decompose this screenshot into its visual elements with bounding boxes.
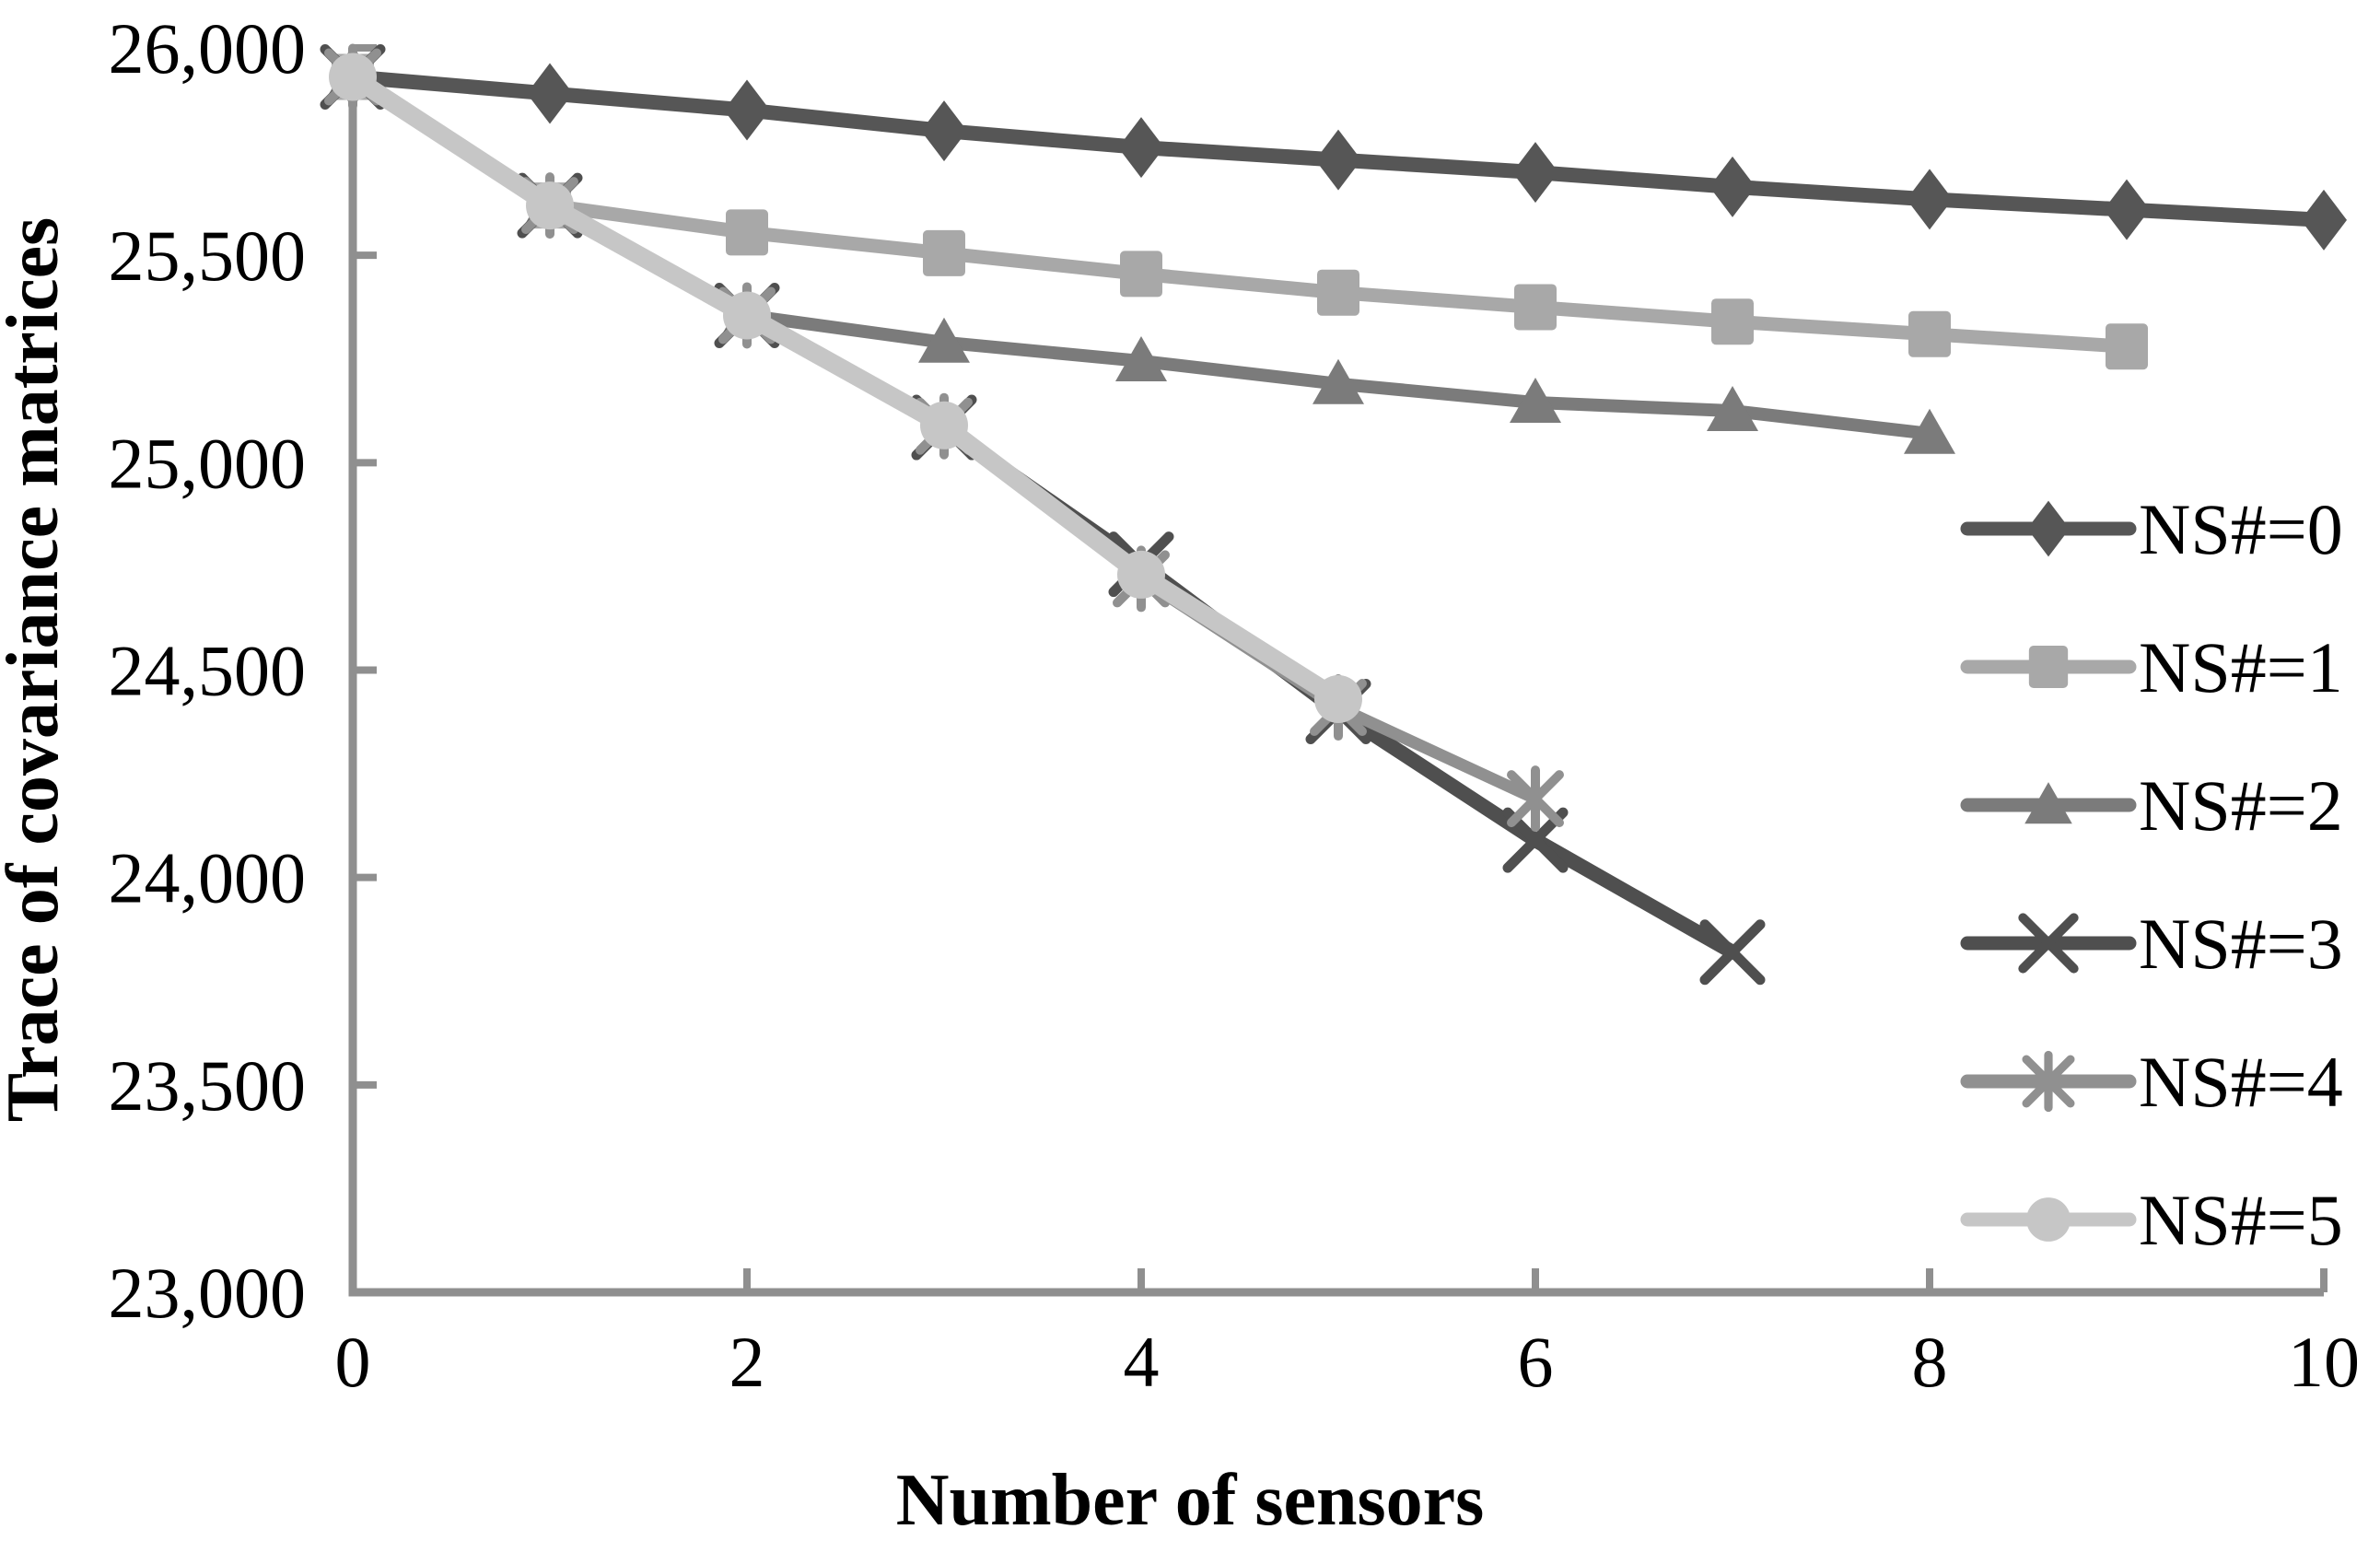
x-marker xyxy=(2018,913,2079,974)
series-line xyxy=(344,67,1348,709)
triangle-marker xyxy=(1510,378,1561,424)
triangle-marker xyxy=(1115,336,1167,382)
square-marker xyxy=(2028,646,2069,688)
diamond-marker xyxy=(724,79,770,141)
triangle-marker xyxy=(1707,386,1758,432)
triangle-marker xyxy=(2024,782,2072,824)
legend-label: NS#=1 xyxy=(2139,627,2343,707)
triangle-marker xyxy=(918,317,970,363)
legend-label: NS#=4 xyxy=(2139,1042,2343,1122)
legend-item-NS#=2: NS#=2 xyxy=(1960,765,2343,846)
legend-label: NS#=0 xyxy=(2139,489,2343,569)
legend-label: NS#=2 xyxy=(2139,765,2343,846)
y-tick-label: 24,000 xyxy=(109,838,307,918)
series-line xyxy=(345,70,2134,354)
legend: NS#=0 NS#=1 NS#=2 NS#=3 NS#=4 NS#=5 xyxy=(1960,489,2343,1260)
diamond-marker xyxy=(1907,169,1953,230)
legend-item-NS#=4: NS#=4 xyxy=(1960,1042,2343,1122)
axes: 26,000 25,500 25,000 24,500 24,000 23,500 23,0… xyxy=(109,8,2361,1402)
asterisk-marker xyxy=(1507,765,1564,833)
x-tick-label: 10 xyxy=(2288,1322,2360,1402)
series-NS#=0 xyxy=(330,46,2347,251)
circle-marker xyxy=(1117,550,1165,599)
circle-marker xyxy=(329,53,377,101)
diamond-marker xyxy=(921,100,967,162)
x-marker xyxy=(1699,919,1766,986)
circle-marker xyxy=(526,181,574,230)
legend-item-NS#=3: NS#=3 xyxy=(1960,904,2343,984)
series-NS#=5 xyxy=(329,53,1362,724)
y-tick-label: 25,000 xyxy=(109,423,307,503)
x-tick-label: 6 xyxy=(1518,1322,1554,1402)
circle-marker xyxy=(1314,675,1362,724)
diamond-marker xyxy=(1512,142,1558,204)
circle-marker xyxy=(2026,1197,2071,1242)
legend-label: NS#=5 xyxy=(2139,1180,2343,1260)
square-marker xyxy=(1120,251,1162,298)
legend-item-NS#=0: NS#=0 xyxy=(1960,489,2343,569)
square-marker xyxy=(1317,269,1359,316)
legend-item-NS#=1: NS#=1 xyxy=(1960,627,2343,707)
diamond-marker xyxy=(2027,500,2070,557)
diamond-marker xyxy=(1315,129,1361,191)
y-tick-label: 23,500 xyxy=(109,1045,307,1126)
y-tick-label: 26,000 xyxy=(109,8,307,88)
square-marker xyxy=(923,229,965,276)
square-marker xyxy=(726,209,768,256)
x-tick-label: 4 xyxy=(1124,1322,1160,1402)
x-tick-label: 2 xyxy=(729,1322,765,1402)
diamond-marker xyxy=(2104,179,2150,240)
y-tick-label: 25,500 xyxy=(109,216,307,296)
x-axis-title: Number of sensors xyxy=(896,1460,1485,1541)
asterisk-marker xyxy=(2022,1050,2075,1113)
square-marker xyxy=(1908,310,1951,357)
square-marker xyxy=(2106,323,2148,370)
plot-area xyxy=(320,43,2347,986)
circle-marker xyxy=(920,401,968,449)
x-tick-label: 0 xyxy=(335,1322,371,1402)
diamond-marker xyxy=(527,63,573,124)
circle-marker xyxy=(723,291,771,340)
y-axis-title: Trace of covariance matrices xyxy=(0,217,74,1123)
diamond-marker xyxy=(1709,156,1756,217)
diamond-marker xyxy=(1118,117,1164,179)
diamond-marker xyxy=(2301,189,2347,251)
square-marker xyxy=(1711,298,1754,345)
legend-label: NS#=3 xyxy=(2139,904,2343,984)
triangle-marker xyxy=(1312,358,1364,404)
y-tick-label: 24,500 xyxy=(109,631,307,711)
square-marker xyxy=(1514,284,1557,331)
y-tick-label: 23,000 xyxy=(109,1253,307,1333)
triangle-marker xyxy=(1904,408,1955,454)
legend-item-NS#=5: NS#=5 xyxy=(1960,1180,2343,1260)
x-tick-label: 8 xyxy=(1912,1322,1948,1402)
